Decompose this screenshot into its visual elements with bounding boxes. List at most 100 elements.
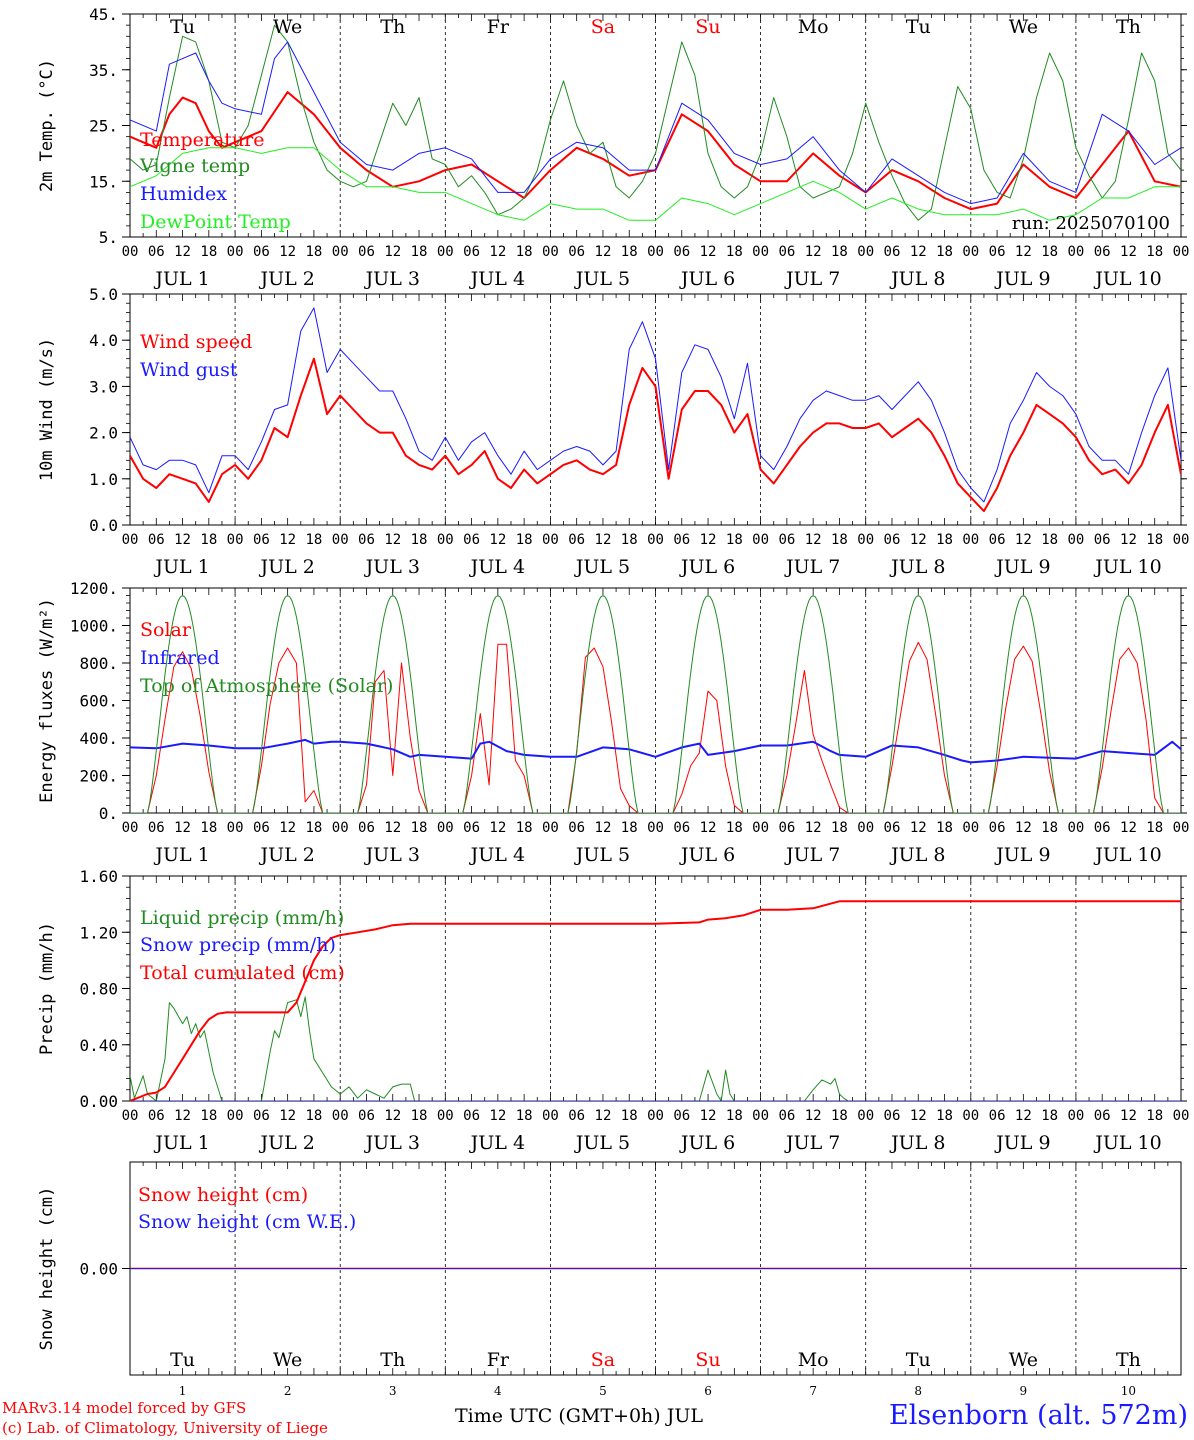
weekday-label: Th [380, 1349, 405, 1371]
legend-solar: Solar [140, 619, 192, 641]
hour-tick-label: 12 [1015, 244, 1032, 260]
panel-precip: 0.00 0.40 0.80 1.20 1.60 Precip (mm/h) Liquid … [37, 867, 1189, 1154]
y-tick-label: 0. [99, 804, 118, 823]
day-label: JUL 7 [784, 268, 840, 290]
day-label: JUL 5 [574, 268, 630, 290]
hour-tick-label: 18 [1146, 820, 1163, 836]
hour-tick-label: 12 [700, 820, 717, 836]
hour-tick-label: 18 [1041, 1108, 1058, 1124]
day-label: JUL 4 [469, 556, 525, 578]
y-tick-label: 3.0 [89, 377, 118, 396]
hour-tick-label: 00 [227, 1108, 244, 1124]
hour-tick-label: 06 [673, 244, 690, 260]
hour-tick-label: 12 [384, 820, 401, 836]
hour-tick-label: 00 [227, 820, 244, 836]
hour-tick-label: 06 [148, 820, 165, 836]
y-tick-label: 600. [79, 692, 118, 711]
hour-tick-label: 18 [516, 1108, 533, 1124]
bottom-day-number: 1 [179, 1384, 187, 1398]
hour-tick-label: 06 [1094, 1108, 1111, 1124]
day-label: JUL 10 [1093, 1132, 1161, 1154]
hour-tick-label: 00 [857, 1108, 874, 1124]
hour-tick-label: 12 [384, 244, 401, 260]
series-line-temperature [130, 91, 1181, 211]
hour-tick-label: 06 [568, 532, 585, 548]
hour-tick-label: 18 [726, 1108, 743, 1124]
hour-tick-label: 06 [568, 820, 585, 836]
hour-tick-label: 12 [489, 1108, 506, 1124]
y-tick-label: 5. [99, 228, 118, 247]
hour-tick-label: 00 [1067, 820, 1084, 836]
day-label: JUL 4 [469, 1132, 525, 1154]
hour-tick-label: 18 [726, 820, 743, 836]
hour-tick-label: 18 [516, 244, 533, 260]
y-axis-label: 2m Temp. (°C) [37, 59, 57, 192]
hour-tick-label: 12 [805, 532, 822, 548]
panel-energy: 0. 200. 400. 600. 800. 1000. 1200. Energy fluxe… [37, 579, 1189, 866]
hour-tick-label: 12 [1015, 1108, 1032, 1124]
y-tick-label: 0.00 [79, 1092, 118, 1111]
hour-tick-label: 00 [542, 820, 559, 836]
hour-tick-label: 12 [279, 244, 296, 260]
hour-tick-label: 06 [568, 1108, 585, 1124]
day-label: JUL 2 [258, 844, 314, 866]
hour-tick-label: 06 [673, 820, 690, 836]
hour-tick-label: 00 [752, 244, 769, 260]
hour-tick-label: 18 [831, 820, 848, 836]
hour-tick-label: 18 [200, 1108, 217, 1124]
hour-tick-label: 00 [1067, 532, 1084, 548]
hour-tick-label: 18 [1041, 820, 1058, 836]
hour-tick-label: 18 [936, 820, 953, 836]
series-line-humidex [130, 41, 1181, 205]
credit-line-1: MARv3.14 model forced by GFS [2, 1399, 247, 1417]
hour-tick-label: 00 [122, 820, 139, 836]
hour-tick-label: 18 [305, 820, 322, 836]
series-line-liquid-precip-mm-h- [130, 996, 1181, 1101]
plot-area [130, 24, 1181, 221]
series-line-dewpoint-temp [130, 147, 1181, 221]
hour-tick-label: 00 [542, 1108, 559, 1124]
hour-tick-label: 12 [805, 1108, 822, 1124]
legend-vigne-temp: Vigne temp [139, 155, 250, 177]
legend-wind-gust: Wind gust [140, 359, 238, 381]
hour-tick-label: 06 [778, 1108, 795, 1124]
hour-tick-label: 18 [621, 820, 638, 836]
day-label: JUL 1 [153, 844, 209, 866]
hour-tick-label: 06 [253, 244, 270, 260]
hour-tick-label: 12 [595, 532, 612, 548]
hour-tick-label: 06 [148, 244, 165, 260]
hour-tick-label: 06 [989, 244, 1006, 260]
legend-infrared: Infrared [140, 647, 220, 669]
y-tick-label: 25. [89, 117, 118, 136]
day-label: JUL 1 [153, 268, 209, 290]
day-label: JUL 8 [889, 268, 945, 290]
hour-tick-label: 12 [1120, 532, 1137, 548]
hour-tick-label: 12 [910, 532, 927, 548]
hour-tick-label: 06 [1094, 820, 1111, 836]
credit-line-2: (c) Lab. of Climatology, University of L… [2, 1419, 328, 1437]
day-label: JUL 7 [784, 844, 840, 866]
hour-tick-label: 18 [726, 532, 743, 548]
series-line-infrared [130, 738, 1181, 764]
y-tick-label: 5.0 [89, 285, 118, 304]
hour-tick-label: 12 [805, 244, 822, 260]
hour-tick-label: 06 [358, 532, 375, 548]
hour-tick-label: 00 [437, 244, 454, 260]
legend-wind-speed: Wind speed [140, 331, 252, 353]
hour-tick-label: 06 [148, 1108, 165, 1124]
hour-tick-label: 00 [122, 1108, 139, 1124]
hour-tick-label: 18 [621, 244, 638, 260]
hour-tick-label: 06 [253, 820, 270, 836]
day-label: JUL 8 [889, 556, 945, 578]
hour-tick-label: 18 [621, 1108, 638, 1124]
y-tick-label: 45. [89, 5, 118, 24]
day-label: JUL 7 [784, 1132, 840, 1154]
weekday-label: Th [380, 16, 405, 38]
hour-tick-label: 00 [332, 244, 349, 260]
y-tick-label: 2.0 [89, 424, 118, 443]
hour-tick-label: 06 [884, 1108, 901, 1124]
weekday-label: We [273, 16, 302, 38]
hour-tick-label: 00 [857, 532, 874, 548]
series-line-vigne-temp [130, 24, 1181, 221]
hour-tick-label: 06 [358, 1108, 375, 1124]
